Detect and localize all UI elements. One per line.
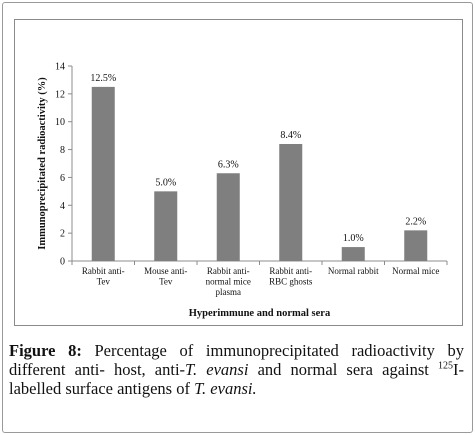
caption-label: Figure 8: [9, 341, 82, 360]
caption-italic-1: T. evansi [185, 360, 249, 379]
bar [216, 173, 240, 261]
y-tick-label: 6 [60, 173, 65, 184]
data-label: 5.0% [155, 177, 176, 188]
x-tick-label-line: Rabbit anti- [82, 266, 125, 276]
caption-italic-2: T. evansi. [194, 379, 257, 398]
x-tick-label: Rabbit anti-Tev [82, 266, 125, 287]
x-tick-label-line: Tev [159, 277, 173, 287]
caption-text-2: and normal sera against [257, 360, 429, 379]
y-tick-label: 14 [55, 62, 65, 73]
caption-text-1: Percentage of immunoprecipitated radioac… [9, 341, 464, 379]
x-tick-label-line: Normal mice [392, 266, 439, 276]
x-tick-label: Rabbit anti-normal mice plasma [206, 266, 251, 297]
y-tick-label: 2 [60, 229, 65, 240]
x-tick-label-line: Mouse anti- [144, 266, 187, 276]
x-tick-label-line: RBC ghosts [269, 277, 313, 287]
data-label: 6.3% [218, 159, 239, 170]
x-tick-label-line: Tev [97, 277, 111, 287]
x-tick-label: Normal mice [392, 266, 439, 276]
data-label: 8.4% [280, 130, 301, 141]
y-tick-label: 4 [60, 201, 65, 212]
x-tick-label: Normal rabbit [328, 266, 379, 276]
y-tick-label: 8 [60, 145, 65, 156]
x-tick-label-line: normal mice [206, 277, 251, 287]
x-tick-label-line: Normal rabbit [328, 266, 379, 276]
x-tick-label: Mouse anti-Tev [144, 266, 187, 287]
figure-caption: Figure 8: Percentage of immunoprecipitat… [9, 341, 464, 398]
x-axis-title: Hyperimmune and normal sera [189, 308, 331, 319]
caption-superscript: 125 [438, 360, 454, 372]
y-tick-label: 10 [55, 117, 65, 128]
data-label: 12.5% [90, 73, 116, 84]
bar [154, 191, 178, 261]
y-tick-label: 12 [55, 89, 65, 100]
x-tick-label-line: plasma [216, 287, 242, 297]
y-tick-label: 0 [60, 257, 65, 268]
bar [91, 86, 115, 262]
bar [279, 144, 303, 261]
data-label: 1.0% [343, 233, 364, 244]
x-tick-label: Rabbit anti-RBC ghosts [269, 266, 313, 287]
bar [404, 230, 428, 261]
x-tick-label-line: Rabbit anti- [269, 266, 312, 276]
y-axis-title: Immunoprecipitated radioactivity (%) [37, 77, 48, 250]
data-label: 2.2% [405, 216, 426, 227]
x-tick-label-line: Rabbit anti- [207, 266, 250, 276]
bar [341, 247, 365, 261]
caption-text-3: I-labelled surface antigens of [9, 360, 465, 398]
chart-container: 0 2 4 6 8 10 12 14 12.5% Rabbit anti-Tev 5.0% Mouse… [14, 19, 463, 326]
